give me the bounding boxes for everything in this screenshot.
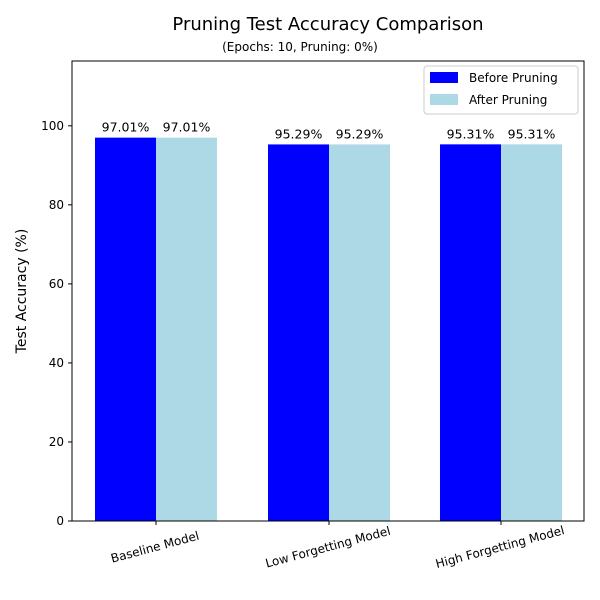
bar-before-1 bbox=[268, 144, 329, 522]
x-axis-ticks: Baseline Model Low Forgetting Model High F… bbox=[109, 521, 566, 571]
data-label-after-0: 97.01% bbox=[163, 120, 211, 135]
bar-after-0 bbox=[156, 137, 217, 522]
y-tick-label: 60 bbox=[49, 277, 64, 291]
legend-label-after: After Pruning bbox=[469, 93, 547, 107]
data-label-after-1: 95.29% bbox=[336, 126, 384, 141]
y-tick-label: 100 bbox=[41, 119, 64, 133]
legend-swatch-before bbox=[430, 72, 458, 83]
bar-after-2 bbox=[501, 144, 562, 521]
bar-before-2 bbox=[440, 144, 501, 521]
y-axis-ticks: 0 20 40 60 80 100 bbox=[41, 119, 72, 528]
x-tick-label: High Forgetting Model bbox=[434, 523, 566, 571]
data-label-before-0: 97.01% bbox=[102, 120, 150, 135]
y-tick-label: 80 bbox=[49, 198, 64, 212]
legend-swatch-after bbox=[430, 94, 458, 105]
y-tick-label: 40 bbox=[49, 356, 64, 370]
bars-group bbox=[95, 137, 562, 522]
data-labels-group: 97.01% 95.29% 95.31% 97.01% 95.29% 95.31% bbox=[102, 120, 556, 142]
x-tick-label: Low Forgetting Model bbox=[264, 524, 392, 571]
y-axis-label: Test Accuracy (%) bbox=[14, 229, 30, 355]
legend-label-before: Before Pruning bbox=[469, 71, 558, 85]
bar-after-1 bbox=[329, 144, 390, 522]
bar-before-0 bbox=[95, 137, 156, 522]
y-tick-label: 20 bbox=[49, 435, 64, 449]
y-tick-label: 0 bbox=[56, 514, 64, 528]
x-tick-label: Baseline Model bbox=[109, 529, 200, 566]
chart-subtitle: (Epochs: 10, Pruning: 0%) bbox=[222, 40, 378, 54]
data-label-after-2: 95.31% bbox=[508, 126, 556, 141]
data-label-before-1: 95.29% bbox=[275, 126, 323, 141]
legend-box bbox=[423, 65, 579, 115]
legend: Before Pruning After Pruning bbox=[423, 65, 579, 115]
chart-title: Pruning Test Accuracy Comparison bbox=[172, 14, 483, 35]
plot-area-frame bbox=[71, 60, 585, 522]
data-label-before-2: 95.31% bbox=[447, 126, 495, 141]
